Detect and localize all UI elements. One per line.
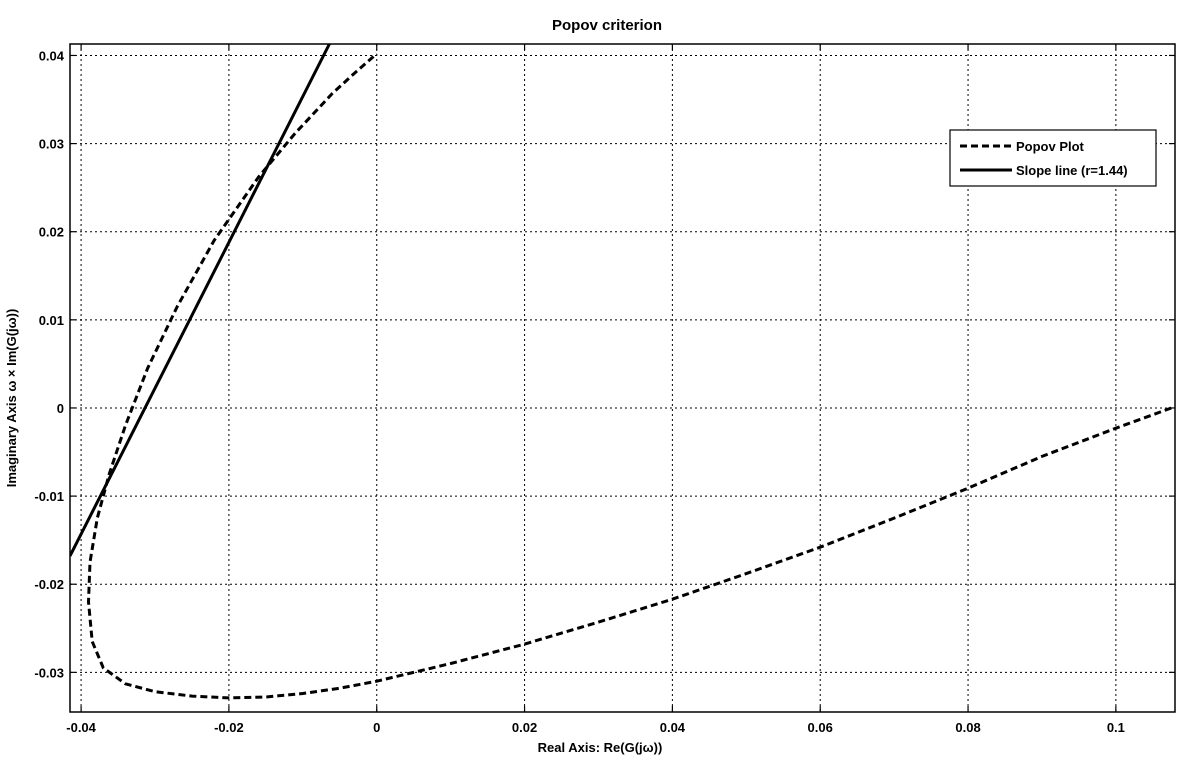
x-tick-label: 0.1 <box>1107 720 1125 735</box>
y-tick-label: 0.03 <box>39 137 64 152</box>
x-tick-label: -0.02 <box>214 720 244 735</box>
series-line-popov-plot <box>87 52 1172 700</box>
x-tick-label: 0.06 <box>808 720 833 735</box>
legend-box <box>949 129 1157 187</box>
ticks-layer: -0.04 -0.02 0 0.02 0.04 0.06 0.08 0.1 -0.03 -0.02… <box>34 44 1175 735</box>
grid-layer <box>70 44 1175 712</box>
y-tick-label: -0.01 <box>34 489 64 504</box>
y-tick-label: 0.04 <box>39 48 65 63</box>
legend-entry-popov-plot: Popov Plot <box>1016 139 1085 154</box>
x-tick-label: 0 <box>373 720 380 735</box>
y-tick-label: 0.02 <box>39 225 64 240</box>
y-tick-label: -0.02 <box>34 577 64 592</box>
y-tick-label: 0.01 <box>39 313 64 328</box>
series-layer <box>70 44 1172 700</box>
x-tick-label: 0.02 <box>512 720 537 735</box>
legend: Popov Plot Slope line (r=1.44) <box>949 129 1157 187</box>
x-axis-label: Real Axis: Re(G(jω)) <box>538 740 663 755</box>
legend-entry-slope-line: Slope line (r=1.44) <box>1016 163 1128 178</box>
x-tick-label: 0.08 <box>955 720 980 735</box>
x-tick-label: -0.04 <box>66 720 96 735</box>
plot-frame <box>69 43 1176 713</box>
y-axis-label: Imaginary Axis ω × Im(G(jω)) <box>4 309 19 488</box>
y-tick-label: -0.03 <box>34 665 64 680</box>
x-tick-label: 0.04 <box>660 720 686 735</box>
chart-title: Popov criterion <box>552 17 662 34</box>
y-tick-label: 0 <box>57 401 64 416</box>
series-line-slope-line <box>70 44 331 557</box>
